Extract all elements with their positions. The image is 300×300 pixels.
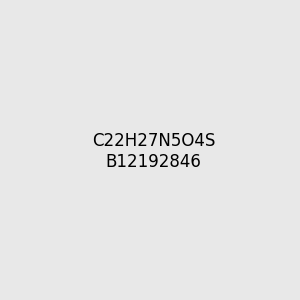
Text: C22H27N5O4S
B12192846: C22H27N5O4S B12192846 [92, 132, 215, 171]
